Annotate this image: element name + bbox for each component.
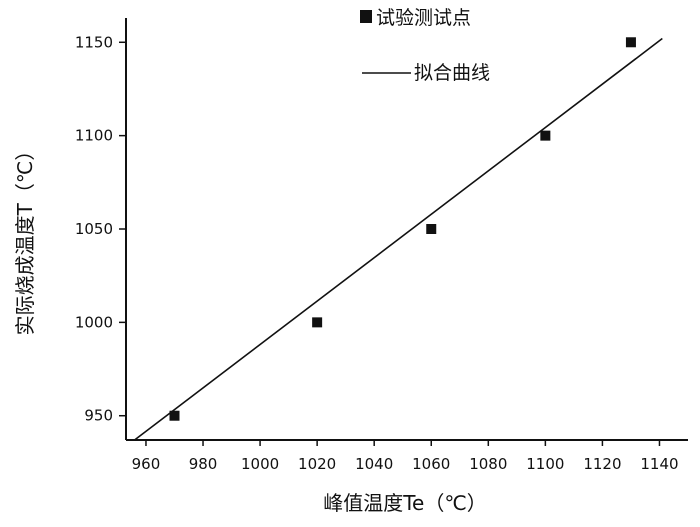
data-point	[540, 130, 551, 141]
y-tick-label: 1100	[75, 127, 113, 145]
legend-marker-square	[360, 10, 372, 23]
y-tick-label: 950	[84, 407, 113, 425]
marks	[134, 37, 663, 441]
x-axis-title: 峰值温度Te（℃）	[323, 491, 487, 515]
x-tick-label: 980	[189, 455, 218, 473]
x-tick-label: 1140	[640, 455, 678, 473]
axes	[125, 18, 688, 441]
legend-label-fit: 拟合曲线	[414, 62, 490, 84]
legend-label-points: 试验测试点	[376, 7, 471, 29]
ticks: 960 980 1000 1020 1040 1060 1080 1100 1120 1140 95…	[75, 33, 679, 473]
x-tick-label: 1080	[469, 455, 507, 473]
data-point	[312, 317, 323, 328]
fit-line	[134, 37, 663, 441]
x-tick-label: 1000	[241, 455, 279, 473]
data-point	[169, 410, 180, 421]
y-tick-label: 1000	[75, 313, 113, 331]
data-point	[625, 37, 636, 48]
data-point	[426, 224, 437, 234]
x-tick-label: 960	[132, 455, 161, 473]
y-tick-label: 1050	[75, 220, 113, 238]
y-axis-title: 实际烧成温度T（℃）	[13, 141, 37, 336]
x-tick-label: 1020	[298, 455, 336, 473]
x-tick-label: 1040	[355, 455, 393, 473]
x-tick-label: 1100	[526, 455, 564, 473]
x-tick-label: 1060	[412, 455, 450, 473]
x-tick-label: 1120	[583, 455, 621, 473]
y-tick-label: 1150	[75, 33, 113, 51]
